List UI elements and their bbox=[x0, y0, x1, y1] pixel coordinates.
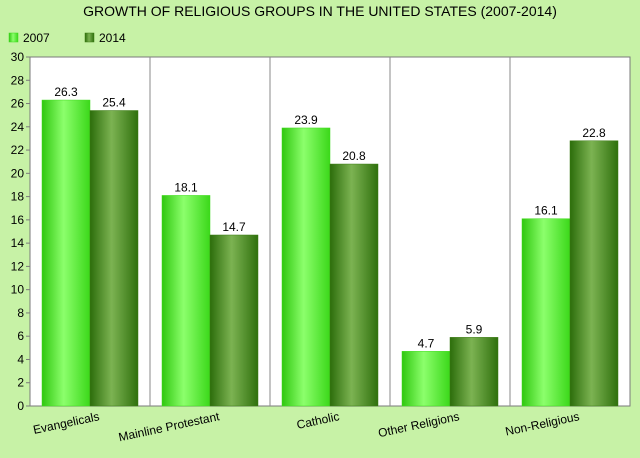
plot-area: 02468101214161820222426283026.325.4Evang… bbox=[11, 50, 631, 444]
bar-2007-0 bbox=[41, 99, 91, 407]
data-label: 16.1 bbox=[534, 204, 558, 218]
y-tick-label: 12 bbox=[11, 259, 25, 273]
y-tick-label: 4 bbox=[17, 352, 24, 366]
data-label: 18.1 bbox=[174, 180, 198, 194]
y-tick-label: 10 bbox=[11, 283, 25, 297]
y-tick-label: 16 bbox=[11, 213, 25, 227]
legend-label: 2007 bbox=[23, 31, 50, 45]
legend-swatch bbox=[8, 32, 19, 43]
y-tick-label: 0 bbox=[17, 399, 24, 413]
bar-2007-4 bbox=[521, 218, 571, 407]
y-tick-label: 8 bbox=[17, 306, 24, 320]
legend: 2007 2014 bbox=[8, 31, 126, 45]
legend-swatch bbox=[84, 32, 95, 43]
data-label: 26.3 bbox=[54, 85, 78, 99]
y-tick-label: 6 bbox=[17, 329, 24, 343]
data-label: 14.7 bbox=[222, 220, 246, 234]
y-tick-label: 14 bbox=[11, 236, 25, 250]
data-label: 5.9 bbox=[466, 322, 483, 336]
y-tick-label: 18 bbox=[11, 190, 25, 204]
bar-2014-4 bbox=[569, 140, 619, 407]
y-tick-label: 24 bbox=[11, 120, 25, 134]
y-tick-label: 30 bbox=[11, 50, 25, 64]
category-label: Catholic bbox=[295, 409, 340, 432]
bar-2007-1 bbox=[161, 195, 211, 407]
y-tick-label: 2 bbox=[17, 376, 24, 390]
chart-title: GROWTH OF RELIGIOUS GROUPS IN THE UNITED… bbox=[83, 3, 557, 19]
y-tick-label: 22 bbox=[11, 143, 25, 157]
category-label: Evangelicals bbox=[32, 409, 101, 437]
category-label: Other Religions bbox=[377, 409, 461, 440]
y-tick-label: 28 bbox=[11, 73, 25, 87]
bar-2014-3 bbox=[449, 337, 499, 407]
bar-2007-2 bbox=[281, 127, 331, 407]
legend-label: 2014 bbox=[99, 31, 126, 45]
category-label: Mainline Protestant bbox=[117, 409, 221, 444]
data-label: 20.8 bbox=[342, 149, 366, 163]
data-label: 25.4 bbox=[102, 96, 126, 110]
y-tick-label: 20 bbox=[11, 166, 25, 180]
data-label: 4.7 bbox=[418, 336, 435, 350]
data-label: 22.8 bbox=[582, 126, 606, 140]
bar-2014-2 bbox=[329, 163, 379, 407]
bar-2014-0 bbox=[89, 110, 139, 407]
data-label: 23.9 bbox=[294, 113, 318, 127]
category-label: Non-Religious bbox=[504, 409, 581, 438]
bar-2014-1 bbox=[209, 234, 259, 407]
y-tick-label: 26 bbox=[11, 97, 25, 111]
bar-2007-3 bbox=[401, 351, 451, 407]
